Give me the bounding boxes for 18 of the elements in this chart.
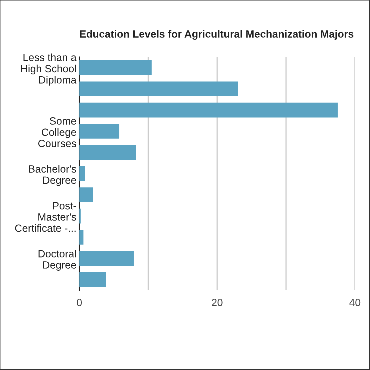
bar (80, 251, 134, 266)
bar (80, 102, 338, 118)
bar (80, 166, 86, 182)
chart-title: Education Levels for Agricultural Mechanization Majors (80, 30, 354, 40)
y-tick-label: Less than a High School Diploma (21, 54, 77, 86)
y-tick-label: Doctoral Degree (38, 250, 76, 271)
bar (80, 60, 152, 76)
x-tick-label: 0 (77, 299, 82, 306)
bar (80, 188, 94, 203)
x-tick-label: 40 (350, 299, 361, 306)
y-tick-label: Bachelor's Degree (29, 165, 76, 186)
y-tick-label: Post-Master's Certificate -... (15, 202, 76, 232)
x-tick-label: 20 (212, 299, 223, 306)
y-tick-label: Some College Courses (38, 118, 76, 148)
bar (80, 124, 120, 139)
bar (80, 145, 136, 160)
bar (80, 82, 238, 97)
bar (80, 272, 106, 288)
